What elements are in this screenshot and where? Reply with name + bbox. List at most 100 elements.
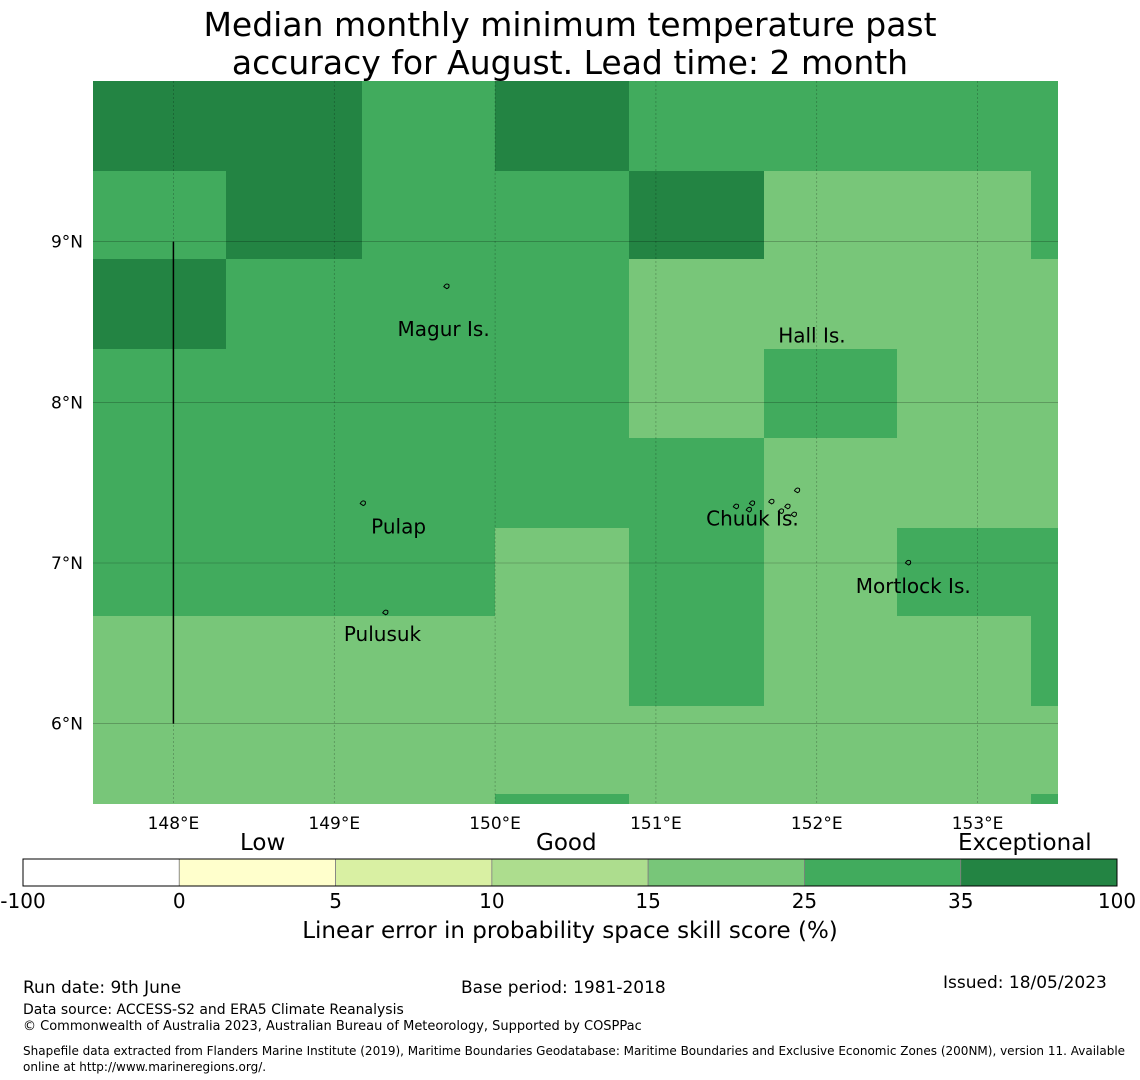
skill-cell (764, 706, 897, 794)
colorbar-frame (22, 858, 1118, 887)
colorbar-tick-label: -100 (0, 889, 45, 913)
skill-cell (897, 794, 1031, 804)
skill-cell (629, 706, 764, 794)
colorbar-bin (491, 858, 649, 887)
chart-title: Median monthly minimum temperature past … (0, 6, 1140, 82)
skill-cell (362, 616, 495, 706)
island-outline (745, 506, 752, 513)
lat-tick-label: 6°N (51, 715, 83, 735)
skill-cell (897, 616, 1031, 706)
skill-cell (226, 259, 362, 349)
place-label: Magur Is. (398, 317, 490, 341)
lon-tick-label: 150°E (469, 814, 521, 834)
skill-cell (495, 528, 629, 616)
colorbar-tick-label: 25 (792, 889, 817, 913)
skill-cell (495, 171, 629, 259)
skill-cell (226, 616, 362, 706)
skill-cell (764, 259, 897, 349)
skill-cell (362, 171, 495, 259)
skill-cell (362, 528, 495, 616)
skill-cell (629, 259, 764, 349)
skill-map: Magur Is. Hall Is. Pulap Chuuk Is. Mortlock … (0, 81, 1136, 913)
skill-cell (226, 171, 362, 259)
skill-cell (362, 438, 495, 528)
lon-tick-label: 152°E (791, 814, 843, 834)
island-outline (748, 500, 756, 507)
lat-tick-label: 7°N (51, 554, 83, 574)
base-period: Base period: 1981-2018 (461, 978, 666, 998)
skill-cell (495, 706, 629, 794)
skill-cell (495, 794, 629, 804)
skill-cell (764, 171, 897, 259)
island-outline (359, 500, 366, 507)
colorbar-tick-label: 10 (479, 889, 504, 913)
skill-cell (1031, 259, 1058, 349)
place-label: Chuuk Is. (706, 507, 799, 531)
skill-cell (1031, 616, 1058, 706)
skill-cell (93, 794, 226, 804)
skill-grid (93, 81, 1058, 804)
colorbar-bin (178, 858, 336, 887)
title-line-2: accuracy for August. Lead time: 2 month (231, 43, 909, 82)
colorbar-bin (22, 858, 180, 887)
lat-tick-label: 9°N (51, 233, 83, 253)
skill-cell (93, 528, 226, 616)
island-outline (790, 511, 797, 518)
place-label: Hall Is. (778, 323, 845, 347)
skill-cell (362, 794, 495, 804)
place-label: Pulap (371, 515, 426, 539)
skill-cell (226, 349, 362, 438)
lon-tick-label: 148°E (148, 814, 200, 834)
colorbar-tick-label: 5 (329, 889, 342, 913)
skill-cell (495, 438, 629, 528)
place-labels: Magur Is. Hall Is. Pulap Chuuk Is. Mortlock … (344, 317, 971, 646)
shapefile-credit-line-1: Shapefile data extracted from Flanders M… (23, 1044, 1126, 1058)
skill-cell (495, 616, 629, 706)
lat-tick-label: 8°N (51, 393, 83, 413)
lon-tick-label: 149°E (308, 814, 360, 834)
skill-cell (362, 81, 495, 171)
skill-cell (1031, 171, 1058, 259)
colorbar-bin (335, 858, 493, 887)
data-source: Data source: ACCESS-S2 and ERA5 Climate … (23, 1002, 404, 1018)
skill-cell (897, 349, 1031, 438)
skill-cell (897, 81, 1031, 171)
skill-cell (764, 349, 897, 438)
skill-cell (495, 259, 629, 349)
island-outline (777, 508, 785, 515)
colorbar-bin (960, 858, 1118, 887)
skill-cell (93, 616, 226, 706)
skill-cell (897, 171, 1031, 259)
issued-date: Issued: 18/05/2023 (943, 973, 1107, 993)
map-axes: 148°E 149°E 150°E 151°E 152°E 153°E 6°N 7°N 8°N 9… (51, 233, 1003, 834)
skill-cell (764, 794, 897, 804)
lon-tick-label: 153°E (952, 814, 1004, 834)
colorbar-tick-label: 100 (1098, 889, 1136, 913)
skill-cell (764, 81, 897, 171)
skill-cell (226, 706, 362, 794)
skill-cell (764, 528, 897, 616)
skill-cell (897, 259, 1031, 349)
skill-cell (897, 528, 1031, 616)
island-outline (768, 498, 775, 505)
skill-cell (226, 528, 362, 616)
lon-tick-label: 151°E (630, 814, 682, 834)
skill-cell (1031, 438, 1058, 528)
skill-cell (629, 349, 764, 438)
skill-cell (764, 616, 897, 706)
island-outline (784, 503, 791, 510)
colorbar-category-good: Good (536, 830, 597, 856)
skill-cell (93, 349, 226, 438)
skill-cell (226, 81, 362, 171)
skill-cell (629, 438, 764, 528)
skill-cell (629, 616, 764, 706)
skill-cell (1031, 81, 1058, 171)
skill-cell (93, 438, 226, 528)
skill-cell (362, 706, 495, 794)
island-outlines (359, 283, 912, 616)
colorbar-tick-label: 35 (948, 889, 973, 913)
colorbar-category-exceptional: Exceptional (958, 830, 1092, 856)
run-date: Run date: 9th June (23, 978, 182, 998)
skill-cell (362, 349, 495, 438)
colorbar-category-low: Low (240, 830, 286, 856)
